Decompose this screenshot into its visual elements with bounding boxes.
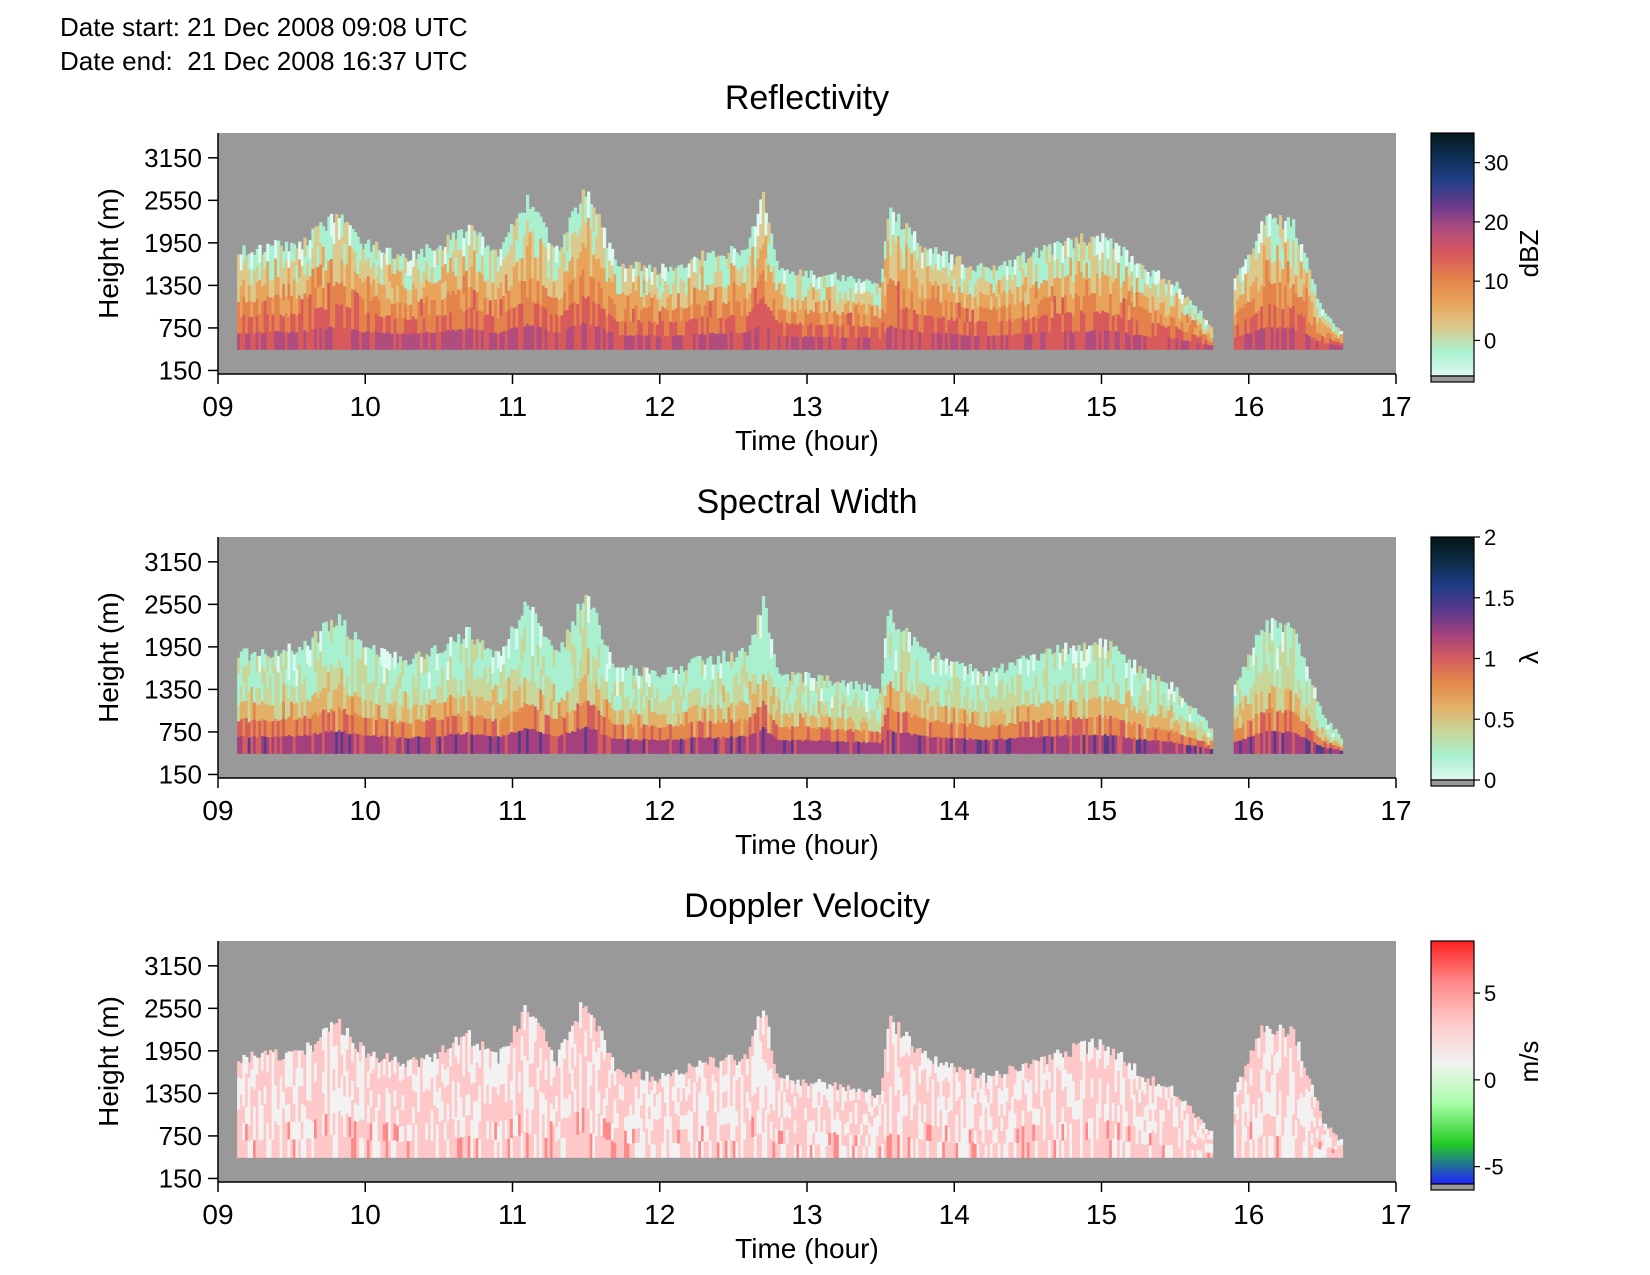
x-tick-label: 16 xyxy=(1233,1199,1264,1230)
x-tick-label: 14 xyxy=(939,391,970,422)
y-axis-label: Height (m) xyxy=(93,188,124,319)
y-tick-label: 150 xyxy=(159,1163,202,1193)
panel-0 xyxy=(208,132,1480,384)
y-tick-label: 1350 xyxy=(144,674,202,704)
x-tick-label: 10 xyxy=(350,795,381,826)
x-tick-label: 17 xyxy=(1380,1199,1411,1230)
colorbar-nodata-swatch xyxy=(1430,1183,1475,1191)
x-tick-label: 14 xyxy=(939,1199,970,1230)
y-tick-label: 150 xyxy=(159,759,202,789)
y-tick-label: 1350 xyxy=(144,270,202,300)
date-end-label: Date end: 21 Dec 2008 16:37 UTC xyxy=(60,46,468,76)
y-tick-label: 2550 xyxy=(144,589,202,619)
colorbar-tick-label: 20 xyxy=(1484,210,1508,235)
panel-title: Spectral Width xyxy=(696,483,917,521)
x-axis-label: Time (hour) xyxy=(735,1233,879,1264)
colorbar-tick-label: 0 xyxy=(1484,768,1496,793)
x-tick-label: 16 xyxy=(1233,391,1264,422)
colorbar-tick-label: 1.5 xyxy=(1484,586,1515,611)
x-tick-label: 15 xyxy=(1086,795,1117,826)
x-tick-label: 10 xyxy=(350,391,381,422)
x-tick-label: 11 xyxy=(498,795,527,826)
colorbar-nodata-swatch xyxy=(1430,779,1475,787)
colorbar-tick-label: 0.5 xyxy=(1484,707,1515,732)
x-tick-label: 15 xyxy=(1086,1199,1117,1230)
data-field xyxy=(237,189,1344,350)
colorbar xyxy=(1430,536,1475,781)
x-tick-label: 10 xyxy=(350,1199,381,1230)
y-tick-label: 750 xyxy=(159,313,202,343)
colorbar-nodata-swatch xyxy=(1430,375,1475,383)
x-tick-label: 17 xyxy=(1380,391,1411,422)
y-tick-label: 3150 xyxy=(144,951,202,981)
x-tick-label: 17 xyxy=(1380,795,1411,826)
colorbar-tick-label: 0 xyxy=(1484,1068,1496,1093)
colorbar-tick-label: 2 xyxy=(1484,525,1496,550)
x-tick-label: 09 xyxy=(202,391,233,422)
y-tick-label: 1350 xyxy=(144,1078,202,1108)
y-tick-label: 3150 xyxy=(144,547,202,577)
y-tick-label: 1950 xyxy=(144,1036,202,1066)
y-tick-label: 750 xyxy=(159,717,202,747)
data-field xyxy=(237,1002,1344,1158)
panel-title: Reflectivity xyxy=(725,79,889,117)
colorbar-label: dBZ xyxy=(1514,230,1544,278)
x-tick-label: 12 xyxy=(644,1199,675,1230)
colorbar-label: λ xyxy=(1514,651,1544,664)
x-axis-label: Time (hour) xyxy=(735,829,879,860)
colorbar-tick-label: 1 xyxy=(1484,647,1496,672)
x-tick-label: 13 xyxy=(791,1199,822,1230)
x-tick-label: 12 xyxy=(644,391,675,422)
x-tick-label: 11 xyxy=(498,391,527,422)
y-axis-label: Height (m) xyxy=(93,592,124,723)
x-tick-label: 09 xyxy=(202,1199,233,1230)
x-tick-label: 13 xyxy=(791,795,822,826)
date-start-label: Date start: 21 Dec 2008 09:08 UTC xyxy=(60,12,468,42)
colorbar-tick-label: 5 xyxy=(1484,981,1496,1006)
y-tick-label: 3150 xyxy=(144,143,202,173)
y-tick-label: 1950 xyxy=(144,228,202,258)
colorbar-tick-label: -5 xyxy=(1484,1155,1504,1180)
x-tick-label: 11 xyxy=(498,1199,527,1230)
colorbar-tick-label: 30 xyxy=(1484,151,1508,176)
y-tick-label: 2550 xyxy=(144,185,202,215)
x-tick-label: 16 xyxy=(1233,795,1264,826)
y-tick-label: 750 xyxy=(159,1121,202,1151)
colorbar xyxy=(1430,132,1475,377)
panel-title: Doppler Velocity xyxy=(684,887,930,925)
x-tick-label: 15 xyxy=(1086,391,1117,422)
colorbar-label: m/s xyxy=(1514,1041,1544,1083)
y-axis-label: Height (m) xyxy=(93,996,124,1127)
colorbar-tick-label: 0 xyxy=(1484,328,1496,353)
data-field xyxy=(237,594,1344,754)
colorbar xyxy=(1430,940,1475,1185)
x-tick-label: 13 xyxy=(791,391,822,422)
y-tick-label: 1950 xyxy=(144,632,202,662)
x-tick-label: 12 xyxy=(644,795,675,826)
y-tick-label: 2550 xyxy=(144,993,202,1023)
y-tick-label: 150 xyxy=(159,355,202,385)
x-axis-label: Time (hour) xyxy=(735,425,879,456)
x-tick-label: 14 xyxy=(939,795,970,826)
panel-1 xyxy=(208,536,1480,788)
colorbar-tick-label: 10 xyxy=(1484,269,1508,294)
panel-2 xyxy=(208,940,1480,1192)
x-tick-label: 09 xyxy=(202,795,233,826)
